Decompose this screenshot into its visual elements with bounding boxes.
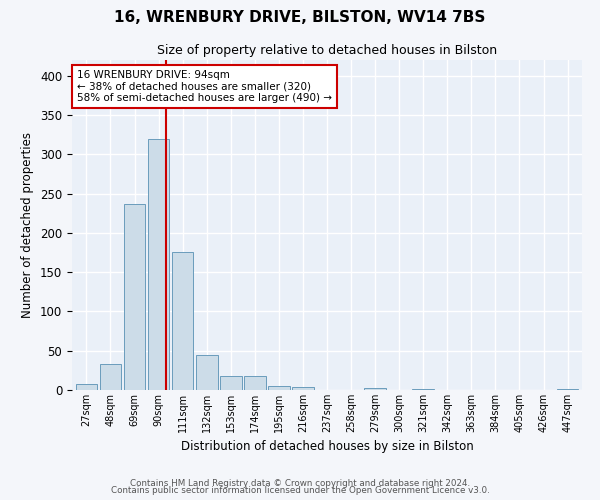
Bar: [124, 204, 145, 390]
Bar: [148, 138, 169, 390]
Text: Contains public sector information licensed under the Open Government Licence v3: Contains public sector information licen…: [110, 486, 490, 495]
Bar: [220, 376, 242, 390]
Bar: [364, 388, 386, 390]
Bar: [172, 252, 193, 390]
Y-axis label: Number of detached properties: Number of detached properties: [22, 132, 34, 318]
Bar: [412, 389, 434, 390]
Bar: [196, 354, 218, 390]
Title: Size of property relative to detached houses in Bilston: Size of property relative to detached ho…: [157, 44, 497, 58]
Bar: [76, 384, 97, 390]
Bar: [268, 386, 290, 390]
X-axis label: Distribution of detached houses by size in Bilston: Distribution of detached houses by size …: [181, 440, 473, 454]
Bar: [244, 376, 266, 390]
Bar: [292, 387, 314, 390]
Bar: [100, 364, 121, 390]
Bar: [557, 389, 578, 390]
Text: 16 WRENBURY DRIVE: 94sqm
← 38% of detached houses are smaller (320)
58% of semi-: 16 WRENBURY DRIVE: 94sqm ← 38% of detach…: [77, 70, 332, 103]
Text: Contains HM Land Registry data © Crown copyright and database right 2024.: Contains HM Land Registry data © Crown c…: [130, 478, 470, 488]
Text: 16, WRENBURY DRIVE, BILSTON, WV14 7BS: 16, WRENBURY DRIVE, BILSTON, WV14 7BS: [115, 10, 485, 25]
